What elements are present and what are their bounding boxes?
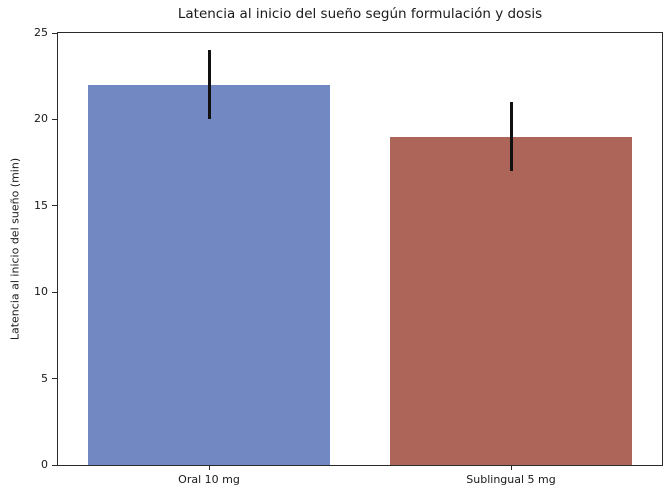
y-axis-label: Latencia al inicio del sueño (min) bbox=[8, 157, 22, 341]
y-tick-label: 25 bbox=[34, 26, 48, 39]
bar-1 bbox=[390, 136, 632, 465]
x-tick-label-0: Oral 10 mg bbox=[178, 473, 240, 486]
y-tick-mark bbox=[52, 464, 57, 466]
y-tick-label: 20 bbox=[34, 112, 48, 126]
y-tick-label: 15 bbox=[34, 198, 48, 212]
y-tick-label: 10 bbox=[34, 285, 48, 299]
y-tick-label: 5 bbox=[41, 371, 48, 385]
y-tick-mark bbox=[52, 118, 57, 120]
x-tick-mark bbox=[510, 466, 512, 470]
bar-0 bbox=[88, 84, 330, 465]
plot-area: 0 5 10 15 20 25 Oral 10 mg Sublingual 5 mg bbox=[34, 26, 663, 486]
error-bar-0 bbox=[207, 50, 211, 120]
y-tick-mark bbox=[52, 291, 57, 293]
x-tick-label-1: Sublingual 5 mg bbox=[466, 473, 556, 486]
error-bar-1 bbox=[509, 102, 513, 172]
y-tick-mark bbox=[52, 205, 57, 207]
y-tick-mark bbox=[52, 378, 57, 380]
y-tick-mark bbox=[52, 32, 57, 34]
x-tick-mark bbox=[208, 466, 210, 470]
chart-title: Latencia al inicio del sueño según formu… bbox=[177, 6, 543, 22]
y-tick-label: 0 bbox=[41, 458, 48, 471]
